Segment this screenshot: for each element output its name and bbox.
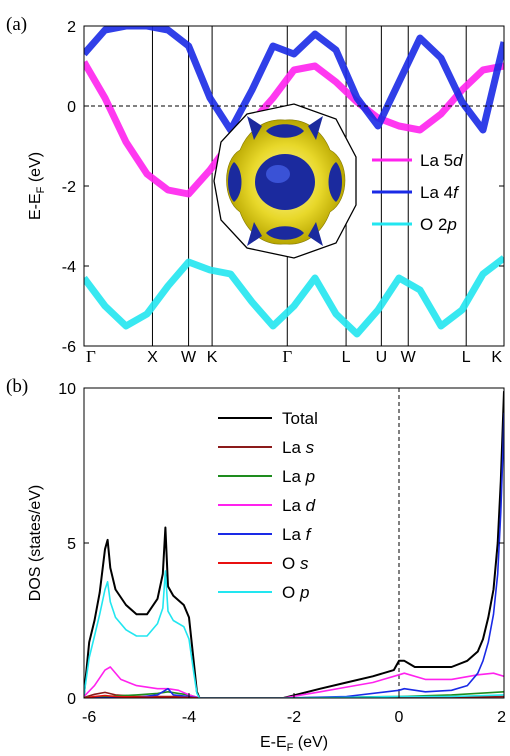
kpoint-label: K — [491, 349, 502, 366]
band-la-5d — [84, 60, 504, 198]
kpoint-label: U — [376, 349, 388, 366]
legend-label: La 5d — [420, 151, 463, 170]
ytick-label: 2 — [67, 19, 76, 36]
band-la-4f — [84, 26, 504, 134]
dos-o-p — [84, 570, 504, 698]
ytick-label: -2 — [62, 179, 76, 196]
legend-label: La p — [282, 467, 315, 486]
legend-label: O s — [282, 554, 309, 573]
panel-b-xlabel: E-EF (eV) — [260, 734, 328, 754]
band-o-2p — [84, 255, 504, 338]
dos-total — [84, 391, 504, 698]
panel-b-dos: (b) 0 5 10 -6 -4 -2 0 2 DOS (states/eV) E-EF (… — [6, 376, 506, 754]
panel-b-legend: Total La s La p La d La f O s O p — [218, 409, 318, 602]
pocket-right — [328, 162, 342, 202]
fermi-surface-highlight — [266, 165, 290, 183]
legend-label: O 2p — [420, 215, 457, 234]
panel-a-yticks: 2 0 -2 -4 -6 — [62, 19, 504, 356]
kpoint-label: Γ — [86, 347, 96, 366]
panel-a-ylabel: E-EF (eV) — [27, 152, 47, 220]
kpoint-label: W — [181, 349, 197, 366]
fermi-surface-inset — [213, 103, 357, 259]
bands-group — [84, 26, 504, 338]
legend-label: La 4f — [420, 183, 460, 202]
ytick-label: 5 — [67, 536, 76, 553]
panel-b-xticks: -6 -4 -2 0 2 — [82, 693, 506, 726]
kpoint-label: Γ — [282, 347, 292, 366]
xtick-label: -6 — [82, 709, 96, 726]
kpoint-label: X — [147, 349, 158, 366]
legend-label: La f — [282, 525, 313, 544]
kpoint-label: L — [462, 349, 471, 366]
panel-b-ylabel: DOS (states/eV) — [27, 485, 44, 601]
pocket-corner-bl — [247, 222, 262, 246]
ytick-label: 0 — [67, 691, 76, 708]
ytick-label: 0 — [67, 99, 76, 116]
legend-label: Total — [282, 409, 318, 428]
panel-b-label: (b) — [6, 376, 28, 397]
xtick-label: -4 — [182, 709, 196, 726]
xtick-label: 2 — [497, 709, 506, 726]
ytick-label: -4 — [62, 259, 76, 276]
ytick-label: 10 — [58, 381, 76, 398]
legend-label: La d — [282, 496, 316, 515]
dos-la-d — [84, 666, 504, 698]
kpoint-label: W — [401, 349, 417, 366]
pocket-corner-tl — [247, 116, 262, 140]
kpoint-label: L — [342, 349, 351, 366]
pocket-top — [266, 124, 304, 138]
pocket-left — [228, 162, 242, 202]
panel-a-legend: La 5d La 4f O 2p — [372, 151, 463, 234]
xtick-label: 0 — [395, 709, 404, 726]
legend-label: O p — [282, 583, 309, 602]
pocket-corner-tr — [308, 116, 323, 140]
kpoint-label: K — [207, 349, 218, 366]
panel-a-label: (a) — [6, 14, 27, 35]
dos-series-group — [84, 391, 504, 698]
legend-label: La s — [282, 438, 315, 457]
ytick-label: -6 — [62, 339, 76, 356]
dos-la-f — [84, 412, 504, 698]
fermi-surface-center-pocket — [255, 154, 315, 210]
xtick-label: -2 — [287, 709, 301, 726]
pocket-corner-br — [308, 222, 323, 246]
panel-b-yticks: 0 5 10 — [58, 381, 504, 708]
pocket-bottom — [266, 226, 304, 240]
